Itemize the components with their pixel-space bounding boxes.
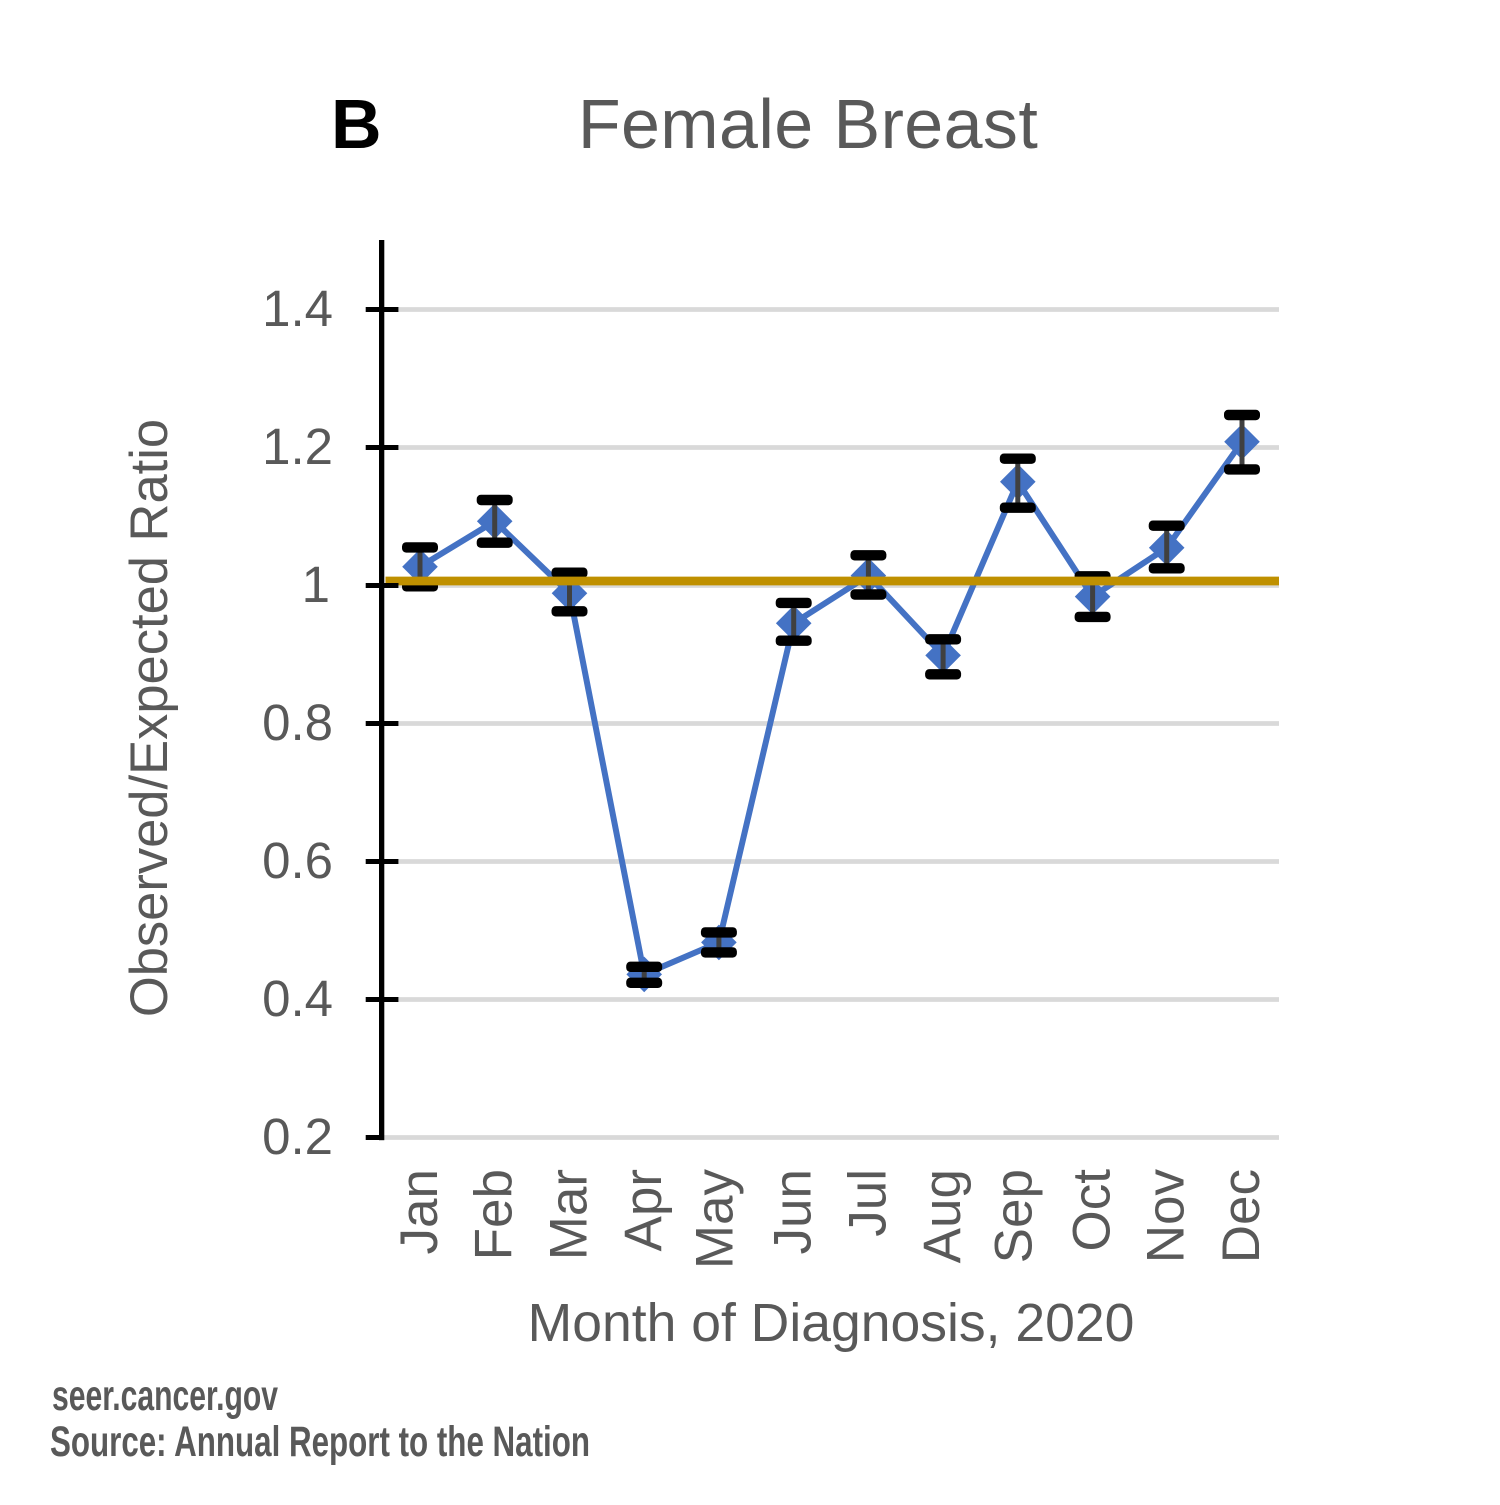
svg-text:seer.cancer.gov: seer.cancer.gov xyxy=(52,1372,278,1420)
svg-text:0.8: 0.8 xyxy=(262,694,333,751)
svg-text:0.6: 0.6 xyxy=(262,832,333,889)
svg-text:Nov: Nov xyxy=(1137,1169,1196,1264)
svg-text:0.2: 0.2 xyxy=(262,1108,333,1165)
svg-text:Female Breast: Female Breast xyxy=(578,85,1038,163)
svg-text:Jun: Jun xyxy=(764,1169,823,1254)
svg-text:B: B xyxy=(331,85,382,163)
svg-text:Feb: Feb xyxy=(465,1169,524,1260)
svg-text:Aug: Aug xyxy=(913,1169,972,1263)
svg-text:1.4: 1.4 xyxy=(262,280,333,337)
svg-text:Jan: Jan xyxy=(390,1169,449,1254)
svg-text:Apr: Apr xyxy=(614,1169,673,1251)
svg-text:Jul: Jul xyxy=(838,1169,897,1237)
svg-text:0.4: 0.4 xyxy=(262,970,333,1027)
svg-text:May: May xyxy=(685,1169,744,1270)
svg-text:Dec: Dec xyxy=(1212,1169,1271,1263)
svg-text:1: 1 xyxy=(302,556,330,613)
svg-text:Source: Annual Report to the N: Source: Annual Report to the Nation xyxy=(50,1418,590,1466)
svg-text:Month of Diagnosis, 2020: Month of Diagnosis, 2020 xyxy=(528,1294,1135,1353)
svg-text:Oct: Oct xyxy=(1063,1169,1122,1252)
svg-text:Observed/Expected Ratio: Observed/Expected Ratio xyxy=(120,419,179,1017)
svg-text:Mar: Mar xyxy=(540,1169,599,1260)
svg-text:Sep: Sep xyxy=(984,1169,1043,1263)
svg-text:1.2: 1.2 xyxy=(262,418,333,475)
